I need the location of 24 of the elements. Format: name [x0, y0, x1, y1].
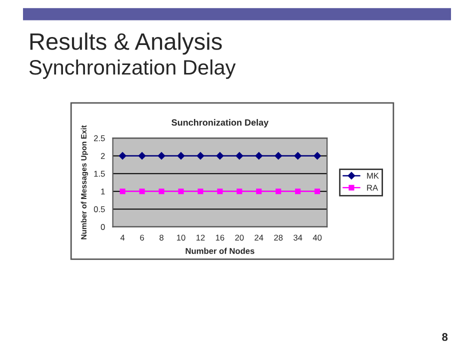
text: 8	[442, 333, 448, 341]
x-axis-title: Number of Nodes	[186, 248, 254, 254]
y-tick-label: 0.5	[94, 206, 105, 212]
text: Results & Analysis	[30, 32, 222, 55]
y-tick-label: 0	[100, 224, 105, 230]
y-tick-label: 2.5	[94, 135, 105, 142]
y-tick-label: 1	[101, 188, 105, 194]
x-tick-label: 4	[120, 234, 125, 241]
legend-label: MK	[367, 172, 379, 179]
x-tick-label: 8	[160, 234, 164, 241]
x-tick-label: 40	[312, 234, 322, 241]
x-tick-label: 16	[216, 234, 224, 241]
x-tick-label: 20	[235, 234, 244, 241]
x-tick-label: 12	[196, 234, 205, 241]
x-tick-label: 34	[294, 234, 302, 241]
x-tick-label: 10	[176, 234, 186, 241]
x-tick-label: 24	[254, 234, 264, 241]
legend-label: RA	[367, 184, 378, 191]
x-tick-label: 6	[140, 234, 144, 241]
x-tick-label: 28	[274, 234, 283, 241]
text: Synchronization Delay	[29, 59, 236, 79]
y-tick-label: 1.5	[94, 170, 105, 177]
chart-title: Sunchronization Delay	[172, 119, 269, 128]
y-tick-label: 2	[100, 153, 105, 159]
